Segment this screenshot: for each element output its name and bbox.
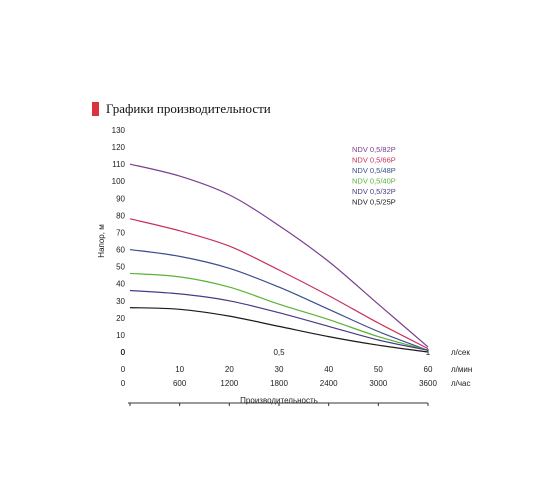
x-tick-label: 30: [275, 365, 284, 374]
series-line: [129, 289, 429, 351]
x-tick-label: 1200: [220, 379, 238, 388]
x-tick-label: 1: [426, 348, 431, 357]
y-tick-label: 10: [116, 331, 125, 340]
x-axis-title: Производительность: [240, 396, 318, 405]
legend-entry: NDV 0,5/40P: [352, 177, 396, 186]
y-tick-label: 60: [116, 246, 125, 255]
x-tick-label: 50: [374, 365, 383, 374]
y-tick-label: 80: [116, 211, 125, 220]
x-tick-label: 0,5: [273, 348, 285, 357]
y-tick-label: 130: [112, 126, 126, 135]
series-line: [129, 248, 429, 351]
x-tick-label: 3600: [419, 379, 437, 388]
legend-entry: NDV 0,5/66P: [352, 156, 396, 165]
legend-entry: NDV 0,5/48P: [352, 166, 396, 175]
x-unit-label: л/мин: [451, 365, 472, 374]
series-line: [129, 272, 429, 351]
series-line: [129, 218, 429, 350]
x-unit-label: л/час: [451, 379, 471, 388]
legend-entry: NDV 0,5/82P: [352, 145, 396, 154]
x-tick-label: 2400: [320, 379, 338, 388]
y-tick-label: 40: [116, 280, 125, 289]
y-tick-label: 90: [116, 194, 125, 203]
x-tick-label: 3000: [369, 379, 387, 388]
red-square-icon: [92, 102, 99, 116]
y-tick-label: 50: [116, 263, 125, 272]
x-tick-label: 1800: [270, 379, 288, 388]
x-tick-label: 600: [173, 379, 187, 388]
y-tick-label: 110: [112, 160, 125, 169]
x-tick-label: 10: [175, 365, 184, 374]
series-line: [129, 163, 429, 348]
x-tick-label: 60: [424, 365, 433, 374]
x-tick-label: 0: [121, 365, 126, 374]
series-line: [129, 307, 429, 353]
y-tick-label: 70: [116, 228, 125, 237]
x-tick-label: 0: [121, 379, 126, 388]
y-tick-label: 20: [116, 314, 125, 323]
x-tick-label: 40: [324, 365, 333, 374]
legend-entry: NDV 0,5/25P: [352, 198, 396, 207]
y-tick-label: 120: [112, 143, 126, 152]
y-tick-label: 100: [112, 177, 126, 186]
y-tick-label: 0: [121, 348, 126, 357]
section-title: Графики производительности: [106, 101, 271, 116]
y-axis-title: Напор, м: [97, 224, 106, 257]
x-unit-label: л/сек: [451, 348, 470, 357]
legend-entry: NDV 0,5/32P: [352, 187, 396, 196]
y-tick-label: 30: [116, 297, 125, 306]
x-tick-label: 20: [225, 365, 234, 374]
section-header: Графики производительности: [92, 101, 271, 117]
x-tick-label: 0: [121, 348, 126, 357]
